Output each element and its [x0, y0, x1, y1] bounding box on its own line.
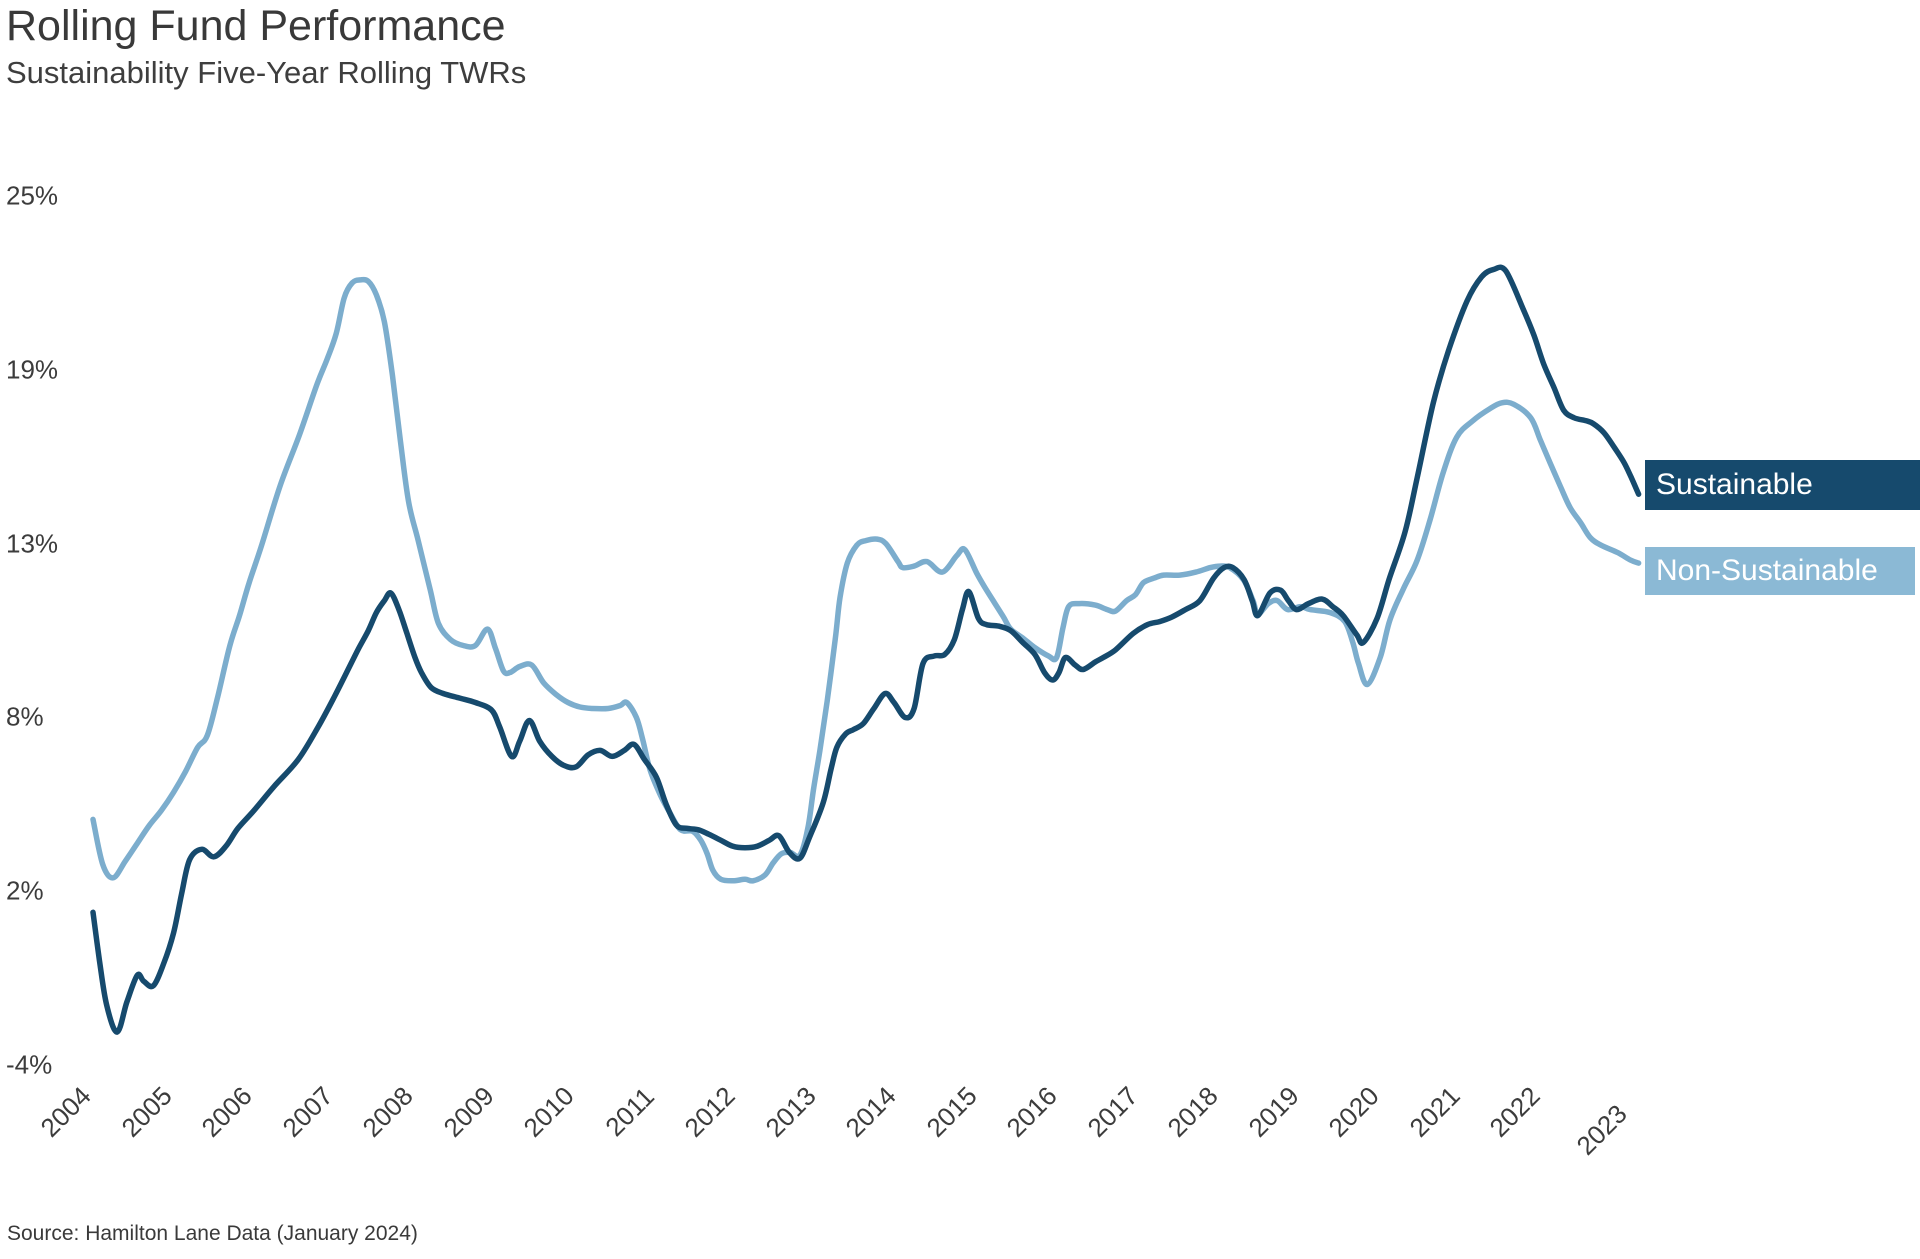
y-tick-label: 2%: [6, 875, 44, 906]
legend-label-sustainable: Sustainable: [1645, 460, 1920, 510]
y-tick-label: 8%: [6, 701, 44, 732]
series-line-non-sustainable: [90, 276, 1642, 884]
source-note: Source: Hamilton Lane Data (January 2024…: [7, 1222, 418, 1245]
page-title: Rolling Fund Performance: [6, 2, 506, 50]
page-subtitle: Sustainability Five-Year Rolling TWRs: [6, 55, 527, 90]
y-tick-label: 19%: [6, 354, 59, 385]
y-tick-label: 25%: [6, 180, 59, 211]
y-tick-label: 13%: [6, 528, 59, 559]
series-line-sustainable: [90, 264, 1642, 1035]
legend-label-non-sustainable: Non-Sustainable: [1645, 547, 1915, 595]
y-tick-label: -4%: [6, 1049, 53, 1080]
